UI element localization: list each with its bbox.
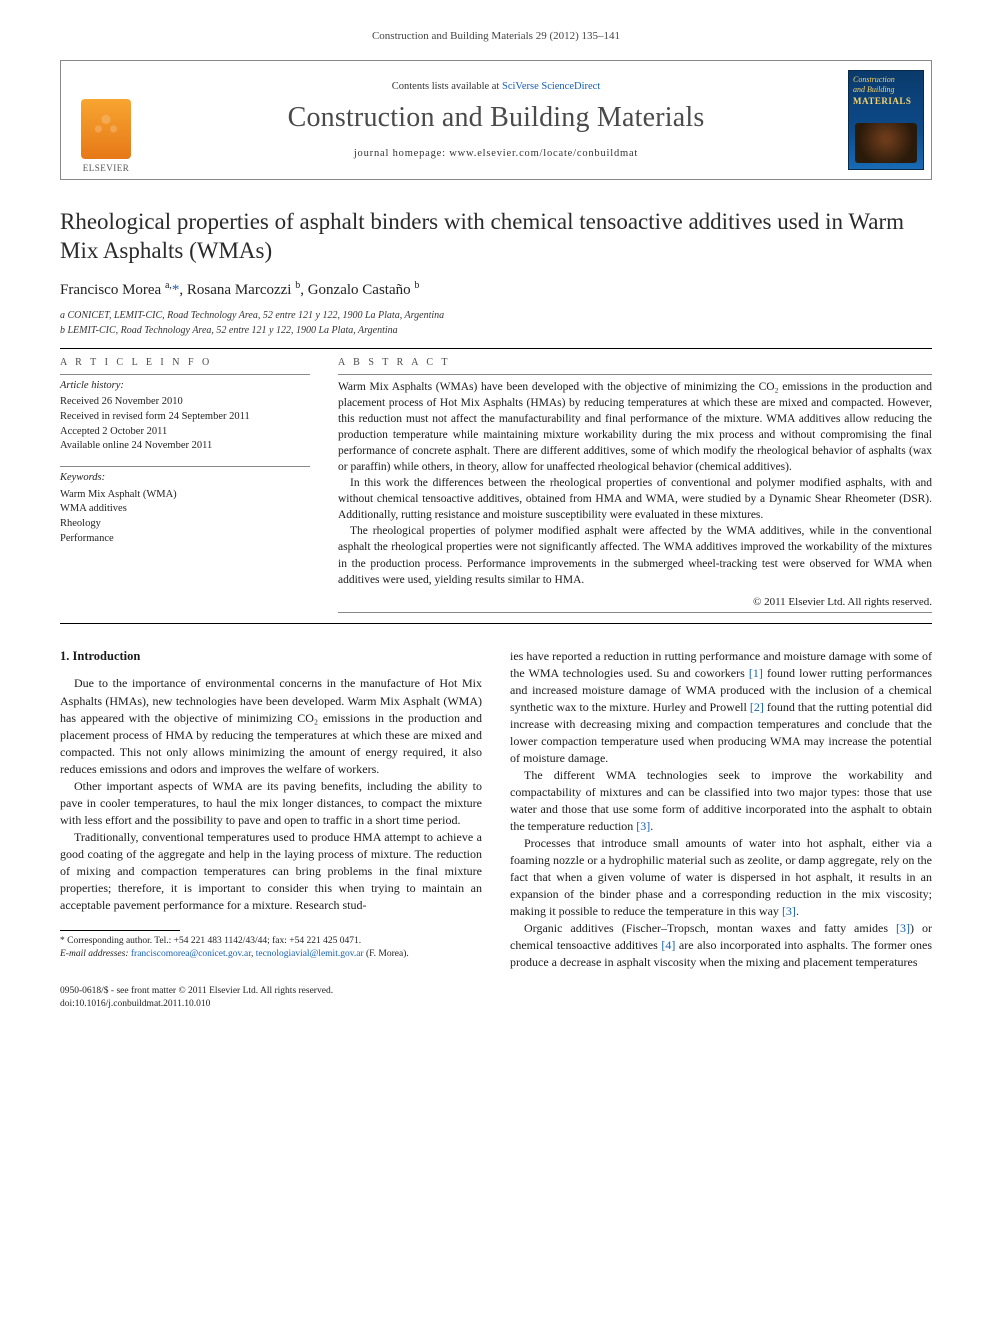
email-tail: (F. Morea). bbox=[364, 949, 409, 959]
page-footer: 0950-0618/$ - see front matter © 2011 El… bbox=[60, 985, 932, 1011]
abstract-text: Warm Mix Asphalts (WMAs) have been devel… bbox=[338, 379, 932, 588]
intro-r-p3: Processes that introduce small amounts o… bbox=[510, 835, 932, 920]
contents-prefix: Contents lists available at bbox=[392, 81, 502, 92]
footer-line-1: 0950-0618/$ - see front matter © 2011 El… bbox=[60, 985, 932, 998]
article-history: Article history: Received 26 November 20… bbox=[60, 379, 310, 454]
corresponding-author-note: * Corresponding author. Tel.: +54 221 48… bbox=[60, 935, 482, 948]
abstract-p1: Warm Mix Asphalts (WMAs) have been devel… bbox=[338, 379, 932, 476]
cite-2[interactable]: [2] bbox=[750, 700, 764, 714]
journal-name: Construction and Building Materials bbox=[288, 102, 705, 134]
masthead-center: Contents lists available at SciVerse Sci… bbox=[151, 61, 841, 179]
intro-r-p2-a: The different WMA technologies seek to i… bbox=[510, 768, 932, 833]
homepage-prefix: journal homepage: bbox=[354, 148, 449, 159]
rule-mid bbox=[60, 623, 932, 624]
history-revised: Received in revised form 24 September 20… bbox=[60, 410, 310, 425]
cover-image-placeholder bbox=[855, 123, 917, 163]
intro-r-p3-b: . bbox=[796, 904, 799, 918]
article-title: Rheological properties of asphalt binder… bbox=[60, 208, 932, 266]
journal-cover-thumbnail: Construction and Building MATERIALS bbox=[848, 70, 924, 170]
keywords-label: Keywords: bbox=[60, 471, 310, 486]
rule-abs-1 bbox=[338, 374, 932, 375]
authors-line: Francisco Morea a,*, Rosana Marcozzi b, … bbox=[60, 280, 932, 299]
intro-heading: 1. Introduction bbox=[60, 648, 482, 666]
intro-l-p3: Traditionally, conventional temperatures… bbox=[60, 829, 482, 914]
article-info-column: A R T I C L E I N F O Article history: R… bbox=[60, 353, 310, 617]
cite-3c[interactable]: [3] bbox=[896, 921, 910, 935]
intro-r-p1: ies have reported a reduction in rutting… bbox=[510, 648, 932, 767]
rule-abs-2 bbox=[338, 612, 932, 613]
email-2[interactable]: tecnologiavial@lemit.gov.ar bbox=[256, 949, 364, 959]
keyword-0: Warm Mix Asphalt (WMA) bbox=[60, 488, 310, 503]
cite-1[interactable]: [1] bbox=[749, 666, 763, 680]
publisher-label: ELSEVIER bbox=[83, 163, 130, 173]
cover-thumb-block: Construction and Building MATERIALS bbox=[841, 61, 931, 179]
keyword-3: Performance bbox=[60, 532, 310, 547]
affiliation-b: b LEMIT-CIC, Road Technology Area, 52 en… bbox=[60, 324, 932, 338]
abstract-copyright: © 2011 Elsevier Ltd. All rights reserved… bbox=[338, 596, 932, 608]
cite-3a[interactable]: [3] bbox=[636, 819, 650, 833]
footnotes: * Corresponding author. Tel.: +54 221 48… bbox=[60, 935, 482, 961]
history-received: Received 26 November 2010 bbox=[60, 395, 310, 410]
keyword-2: Rheology bbox=[60, 517, 310, 532]
cite-3b[interactable]: [3] bbox=[782, 904, 796, 918]
footnote-separator bbox=[60, 930, 180, 931]
cite-4[interactable]: [4] bbox=[661, 938, 675, 952]
intro-l-p1: Due to the importance of environmental c… bbox=[60, 675, 482, 777]
body-col-right: ies have reported a reduction in rutting… bbox=[510, 648, 932, 972]
intro-r-p4: Organic additives (Fischer–Tropsch, mont… bbox=[510, 920, 932, 971]
affiliation-a: a CONICET, LEMIT-CIC, Road Technology Ar… bbox=[60, 309, 932, 323]
cover-line-3: MATERIALS bbox=[853, 96, 919, 107]
email-label: E-mail addresses: bbox=[60, 949, 131, 959]
intro-r-p3-a: Processes that introduce small amounts o… bbox=[510, 836, 932, 918]
publisher-logo-block: ELSEVIER bbox=[61, 61, 151, 179]
intro-r-p4-a: Organic additives (Fischer–Tropsch, mont… bbox=[524, 921, 896, 935]
cover-line-2: and Building bbox=[853, 85, 919, 95]
intro-l-p2: Other important aspects of WMA are its p… bbox=[60, 778, 482, 829]
running-head: Construction and Building Materials 29 (… bbox=[60, 30, 932, 42]
contents-availability: Contents lists available at SciVerse Sci… bbox=[392, 81, 600, 92]
homepage-url[interactable]: www.elsevier.com/locate/conbuildmat bbox=[449, 148, 638, 159]
body-columns: 1. Introduction Due to the importance of… bbox=[60, 648, 932, 972]
abstract-head: A B S T R A C T bbox=[338, 357, 932, 368]
abstract-column: A B S T R A C T Warm Mix Asphalts (WMAs)… bbox=[338, 353, 932, 617]
page: Construction and Building Materials 29 (… bbox=[0, 0, 992, 1051]
elsevier-tree-icon bbox=[81, 99, 131, 159]
intro-r-p2-b: . bbox=[650, 819, 653, 833]
rule-info-2 bbox=[60, 466, 310, 467]
sciencedirect-link[interactable]: SciVerse ScienceDirect bbox=[502, 81, 600, 92]
history-label: Article history: bbox=[60, 379, 310, 394]
masthead: ELSEVIER Contents lists available at Sci… bbox=[60, 60, 932, 180]
affiliations: a CONICET, LEMIT-CIC, Road Technology Ar… bbox=[60, 309, 932, 338]
history-accepted: Accepted 2 October 2011 bbox=[60, 425, 310, 440]
history-online: Available online 24 November 2011 bbox=[60, 439, 310, 454]
footer-line-2: doi:10.1016/j.conbuildmat.2011.10.010 bbox=[60, 998, 932, 1011]
body-col-left: 1. Introduction Due to the importance of… bbox=[60, 648, 482, 972]
article-info-head: A R T I C L E I N F O bbox=[60, 357, 310, 368]
abstract-p2: In this work the differences between the… bbox=[338, 475, 932, 523]
journal-homepage: journal homepage: www.elsevier.com/locat… bbox=[354, 148, 638, 159]
abstract-p3: The rheological properties of polymer mo… bbox=[338, 523, 932, 587]
rule-top bbox=[60, 348, 932, 349]
email-1[interactable]: franciscomorea@conicet.gov.ar bbox=[131, 949, 251, 959]
rule-info-1 bbox=[60, 374, 310, 375]
cover-line-1: Construction bbox=[853, 75, 919, 85]
keywords-block: Keywords: Warm Mix Asphalt (WMA) WMA add… bbox=[60, 471, 310, 546]
intro-r-p2: The different WMA technologies seek to i… bbox=[510, 767, 932, 835]
email-line: E-mail addresses: franciscomorea@conicet… bbox=[60, 948, 482, 961]
keyword-1: WMA additives bbox=[60, 502, 310, 517]
info-abstract-row: A R T I C L E I N F O Article history: R… bbox=[60, 353, 932, 617]
